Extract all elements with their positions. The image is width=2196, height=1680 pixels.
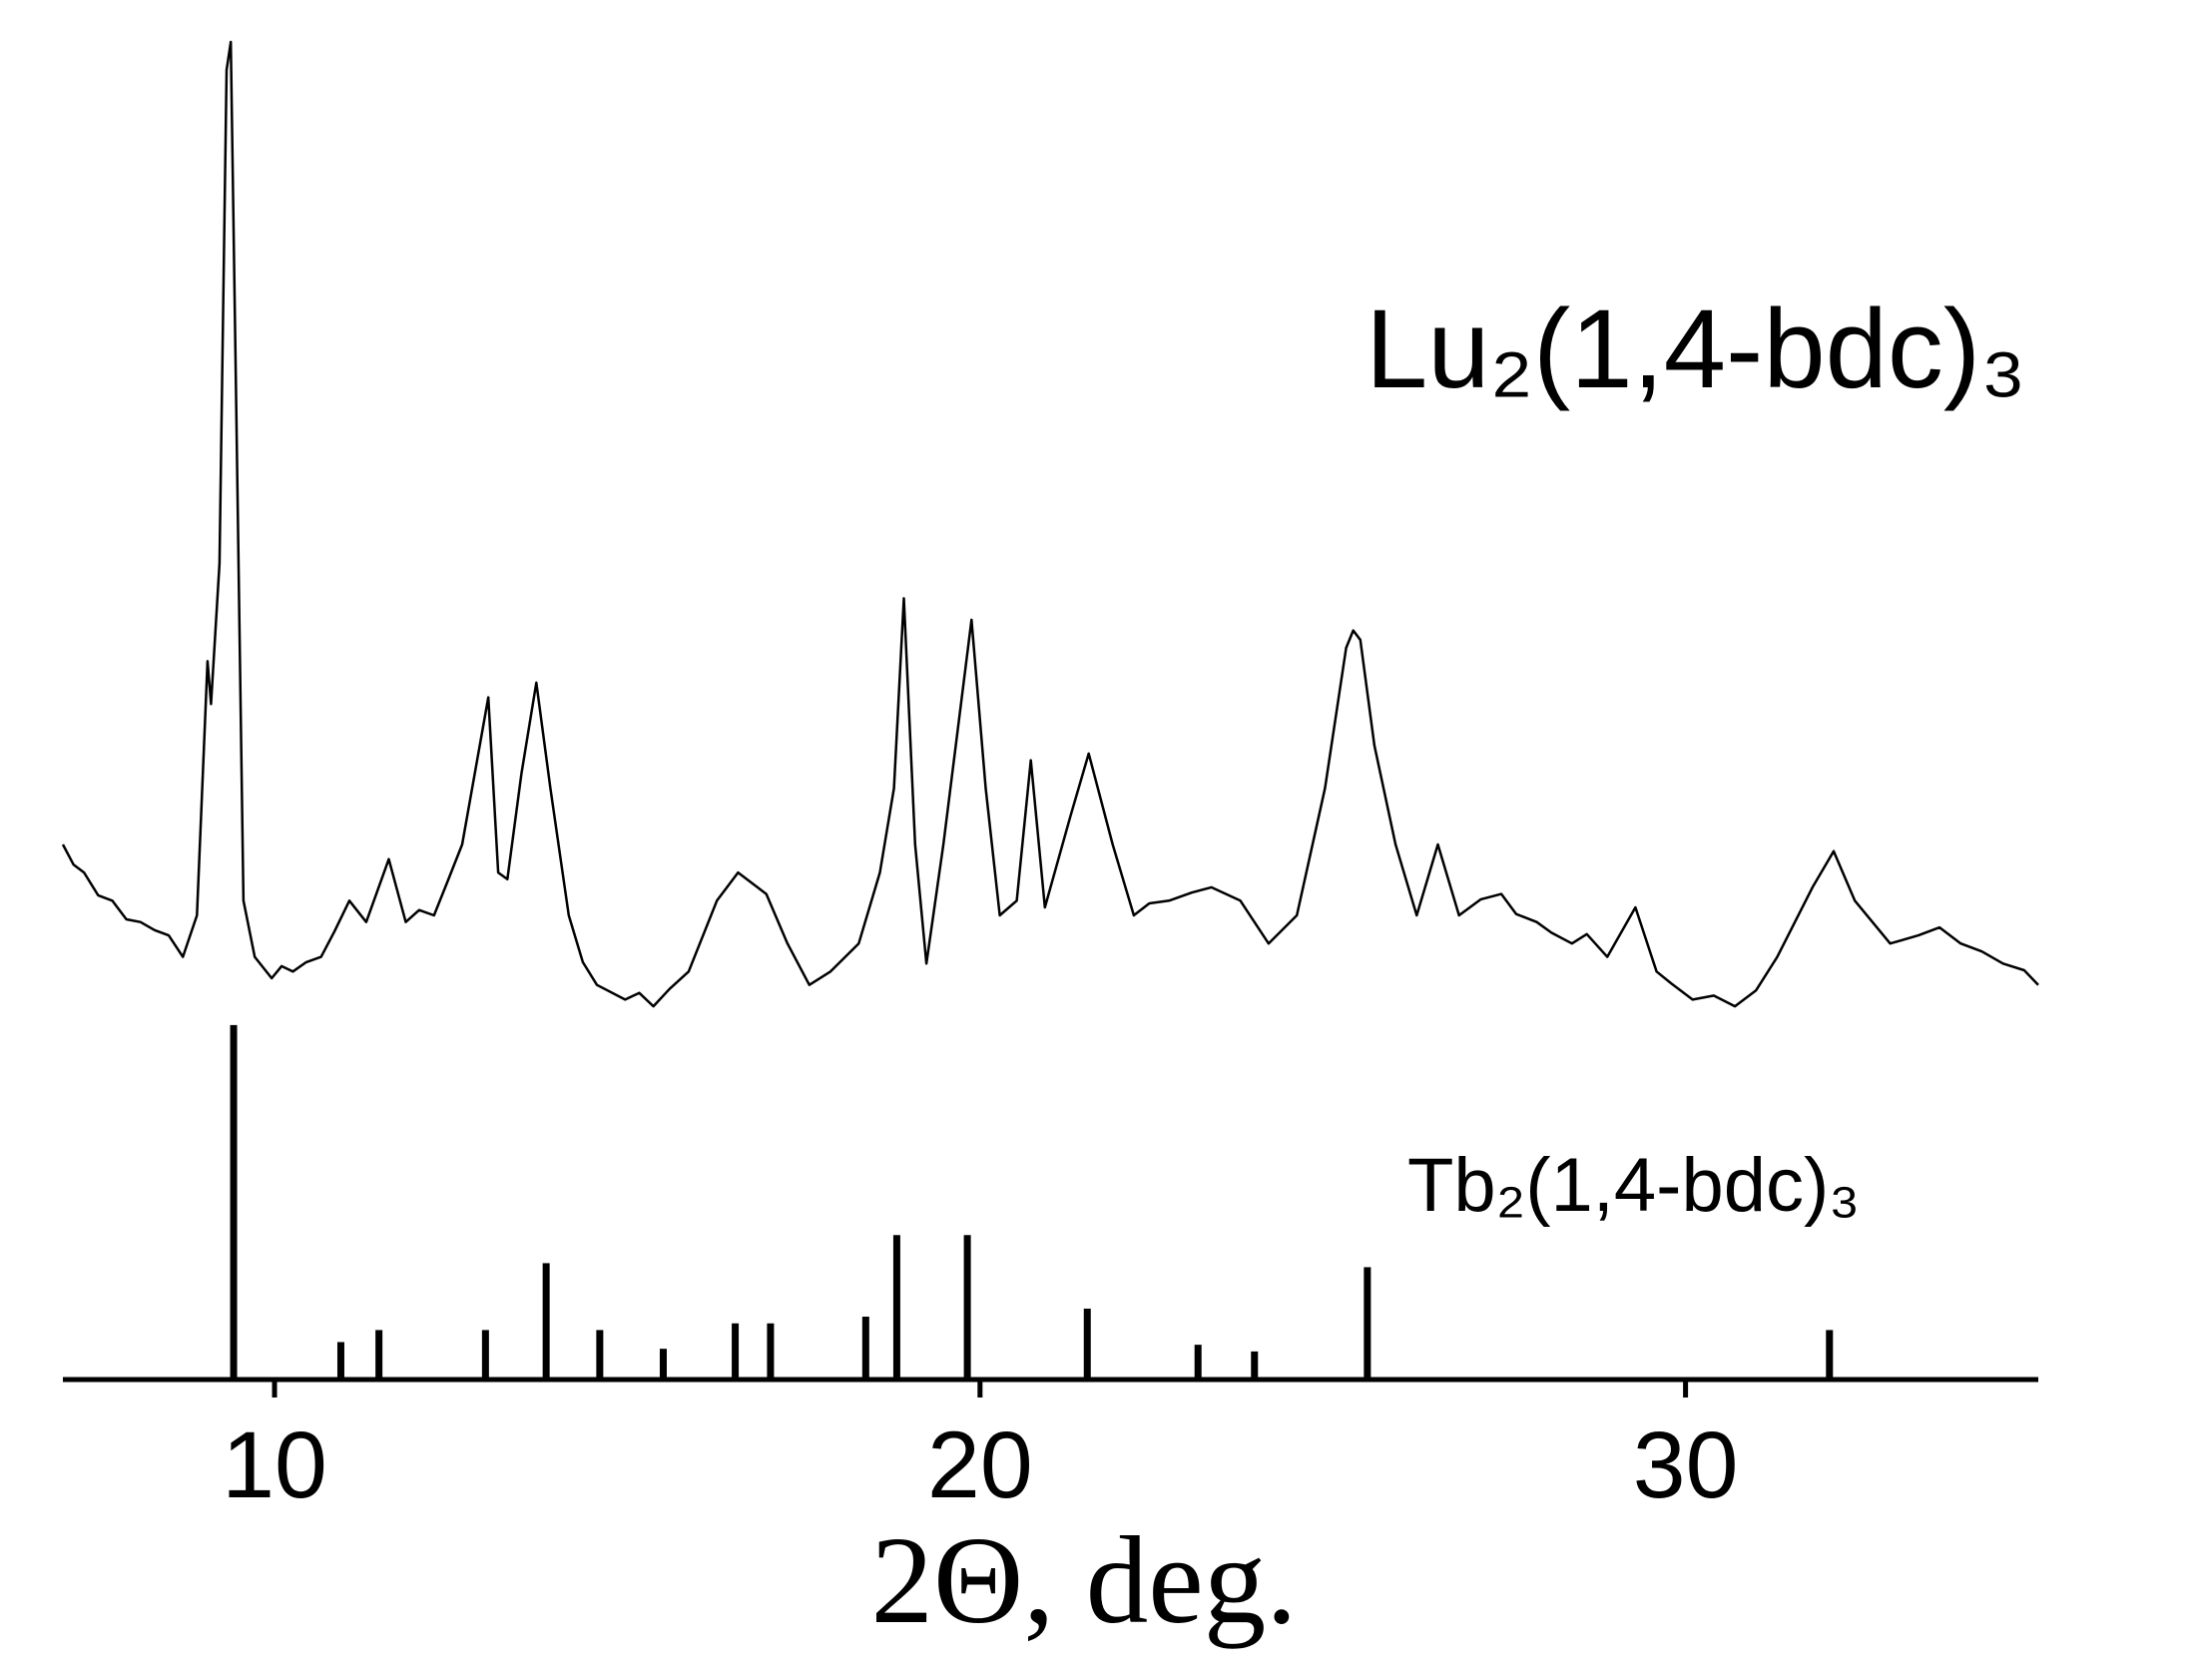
- reference-peak: [542, 1263, 550, 1380]
- reference-peak: [481, 1330, 489, 1380]
- reference-peak: [1826, 1330, 1834, 1380]
- reference-peak: [732, 1323, 740, 1380]
- reference-peak: [767, 1323, 775, 1380]
- reference-peak: [596, 1330, 604, 1380]
- x-tick-label: 10: [222, 1412, 327, 1518]
- reference-peak: [1194, 1345, 1202, 1380]
- series-label: Lu₂(1,4-bdc)₃: [1366, 286, 2026, 411]
- reference-peak: [861, 1317, 869, 1380]
- x-tick-label: 20: [927, 1412, 1033, 1518]
- reference-peak: [230, 1024, 238, 1380]
- x-tick-label: 30: [1633, 1412, 1739, 1518]
- reference-peak: [1364, 1267, 1372, 1380]
- reference-peak: [1083, 1308, 1091, 1380]
- x-axis-label: 2Θ, deg.: [870, 1512, 1297, 1650]
- reference-peak: [963, 1235, 971, 1380]
- reference-peak: [659, 1349, 667, 1380]
- reference-peak: [336, 1342, 344, 1380]
- reference-peak: [1251, 1351, 1259, 1380]
- series-label: Tb₂(1,4-bdc)₃: [1407, 1143, 1860, 1228]
- reference-peak: [375, 1330, 383, 1380]
- diffraction-curve: [61, 40, 2039, 1008]
- reference-peak: [892, 1235, 900, 1380]
